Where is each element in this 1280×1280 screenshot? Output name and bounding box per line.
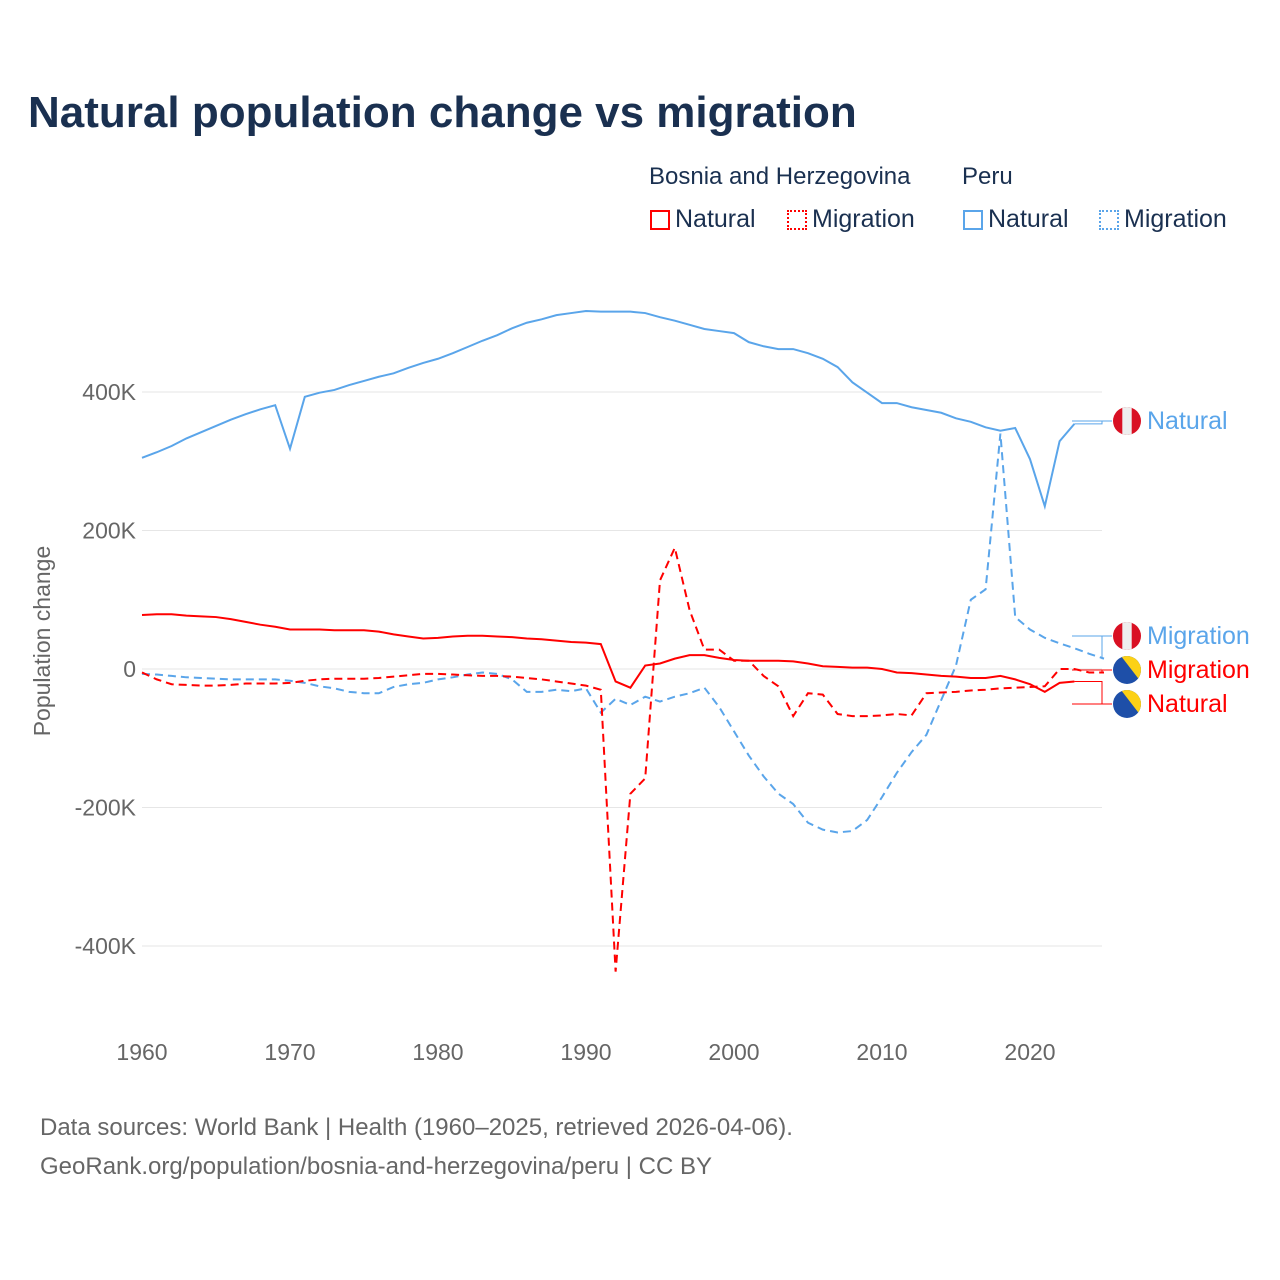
series-line-peru-natural (141, 309, 1076, 511)
bosnia-flag-icon (1113, 690, 1141, 718)
series-end-label: Migration (1147, 622, 1250, 650)
x-tick-label: 1970 (264, 1039, 315, 1065)
solid-swatch-icon (650, 209, 670, 230)
label-connector (1072, 420, 1112, 425)
legend-label: Natural (675, 205, 756, 233)
dotted-swatch-icon (1099, 209, 1119, 230)
peru-flag-icon (1113, 407, 1141, 435)
solid-swatch-icon (963, 209, 983, 230)
series-line-bosnia-and-herzegovina-migration (141, 544, 1104, 972)
series-end-label: Natural (1147, 407, 1228, 435)
data-source-note: Data sources: World Bank | Health (1960–… (40, 1114, 793, 1141)
x-tick-label: 2000 (708, 1039, 759, 1065)
label-connector (1072, 680, 1112, 705)
series-end-label: Natural (1147, 690, 1228, 718)
legend-group-peru: Peru (962, 163, 1013, 190)
y-tick-label: -200K (75, 795, 137, 821)
legend-peru-migration[interactable]: Migration (1099, 205, 1227, 234)
legend-label: Migration (812, 205, 915, 233)
x-tick-label: 2020 (1004, 1039, 1055, 1065)
peru-flag-icon (1113, 622, 1141, 650)
y-tick-label: 200K (82, 518, 136, 544)
y-tick-label: 400K (82, 379, 136, 405)
x-tick-label: 2010 (856, 1039, 907, 1065)
source-link[interactable]: GeoRank.org/population/bosnia-and-herzeg… (40, 1153, 712, 1180)
y-tick-label: 0 (123, 656, 136, 682)
legend-label: Migration (1124, 205, 1227, 233)
legend-bosnia-migration[interactable]: Migration (787, 205, 915, 234)
legend-bosnia-natural[interactable]: Natural (650, 205, 756, 234)
bosnia-flag-icon (1113, 656, 1141, 684)
y-tick-label: -400K (75, 933, 137, 959)
legend-group-bosnia: Bosnia and Herzegovina (649, 163, 911, 190)
series-line-bosnia-and-herzegovina-natural (141, 613, 1075, 693)
label-connector (1072, 635, 1112, 660)
x-tick-label: 1990 (560, 1039, 611, 1065)
chart-title: Natural population change vs migration (28, 88, 857, 137)
x-tick-label: 1960 (116, 1039, 167, 1065)
line-chart: 400K 200K 0 -200K -400K 1960 1970 1980 1990 2000 2… (29, 309, 1250, 1065)
y-axis-label: Population change (29, 546, 55, 737)
legend-label: Natural (988, 205, 1069, 233)
dotted-swatch-icon (787, 209, 807, 230)
legend-peru-natural[interactable]: Natural (963, 205, 1069, 234)
label-connector (1072, 669, 1112, 673)
x-tick-label: 1980 (412, 1039, 463, 1065)
footer: Data sources: World Bank | Health (1960–… (40, 1108, 793, 1186)
series-end-label: Migration (1147, 656, 1250, 684)
series-line-peru-migration (141, 433, 1105, 834)
